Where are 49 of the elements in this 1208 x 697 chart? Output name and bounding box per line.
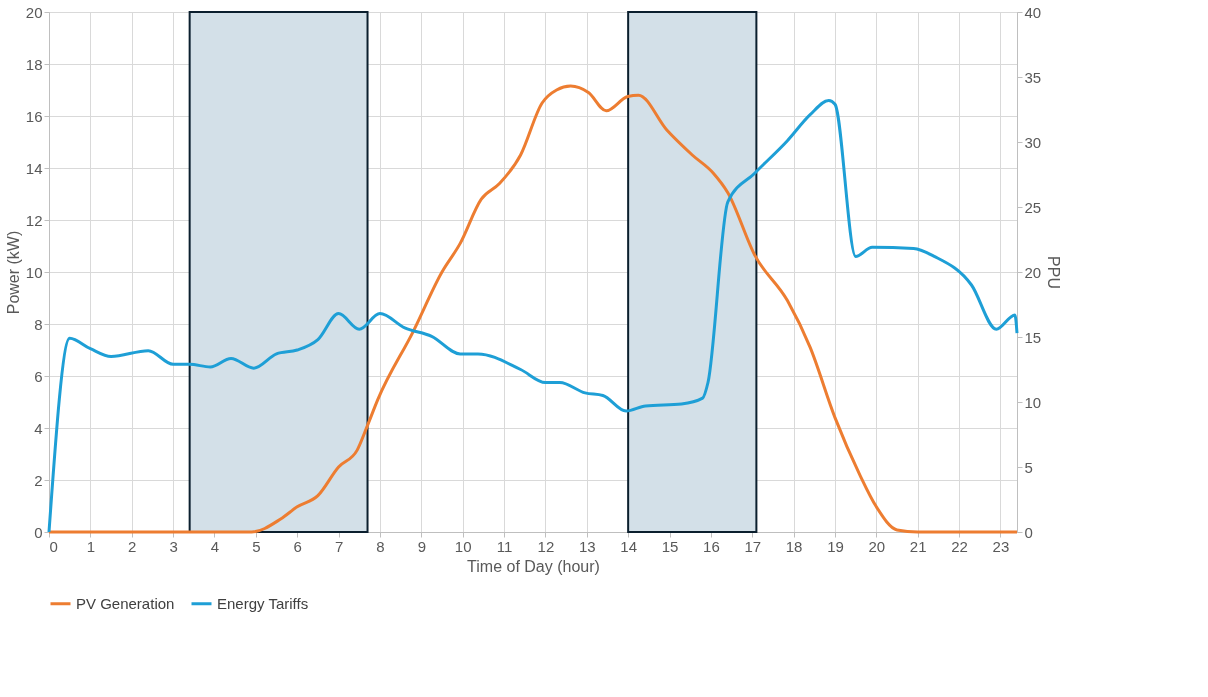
x-tick-label: 13	[578, 537, 596, 555]
x-tick-label: 10	[454, 537, 472, 555]
x-tick-label: 0	[49, 537, 58, 555]
x-tick-label: 23	[992, 537, 1010, 555]
y2-axis-title: PPU	[1045, 256, 1063, 289]
y2-tick-label: 20	[1024, 263, 1042, 281]
y2-tick-label: 40	[1024, 3, 1042, 21]
x-tick-label: 22	[951, 537, 968, 555]
x-axis-title: Time of Day (hour)	[467, 557, 600, 575]
y2-tick-label: 25	[1024, 198, 1042, 216]
y-tick-label: 20	[25, 3, 43, 21]
y-tick-label: 0	[34, 523, 43, 541]
y-axis-title: Power (kW)	[4, 230, 22, 315]
x-tick-label: 20	[868, 537, 886, 555]
y-tick-label: 18	[25, 55, 43, 73]
legend-label: Energy Tariffs	[217, 594, 309, 612]
x-tick-label: 7	[334, 537, 344, 555]
y-tick-label: 12	[25, 211, 43, 229]
x-tick-label: 2	[128, 537, 137, 555]
y-tick-label: 6	[34, 367, 43, 385]
y-tick-label: 4	[34, 419, 43, 437]
x-tick-label: 19	[827, 537, 844, 555]
x-tick-label: 16	[703, 537, 720, 555]
y2-tick-label: 0	[1024, 523, 1033, 541]
x-tick-label: 14	[620, 537, 637, 555]
x-tick-label: 8	[376, 537, 385, 555]
y-tick-label: 10	[25, 263, 43, 281]
x-tick-label: 3	[169, 537, 178, 555]
y2-tick-label: 35	[1024, 68, 1042, 86]
x-tick-label: 9	[417, 537, 426, 555]
y2-tick-label: 30	[1024, 133, 1042, 151]
y-tick-label: 8	[34, 315, 43, 333]
x-tick-label: 18	[785, 537, 803, 555]
x-tick-label: 6	[293, 537, 302, 555]
x-tick-label: 17	[744, 537, 762, 555]
y-tick-label: 16	[25, 107, 43, 125]
y2-tick-label: 5	[1024, 458, 1033, 476]
x-tick-label: 11	[496, 537, 513, 555]
y2-tick-label: 15	[1024, 328, 1042, 346]
y2-tick-label: 10	[1024, 393, 1042, 411]
x-tick-label: 5	[252, 537, 261, 555]
legend-label: PV Generation	[76, 594, 175, 612]
x-tick-label: 15	[661, 537, 679, 555]
x-tick-label: 4	[210, 537, 220, 555]
y-tick-label: 14	[25, 159, 43, 177]
y-tick-label: 2	[34, 471, 43, 489]
x-tick-label: 21	[909, 537, 927, 555]
x-tick-label: 12	[537, 537, 555, 555]
x-tick-label: 1	[86, 537, 96, 555]
